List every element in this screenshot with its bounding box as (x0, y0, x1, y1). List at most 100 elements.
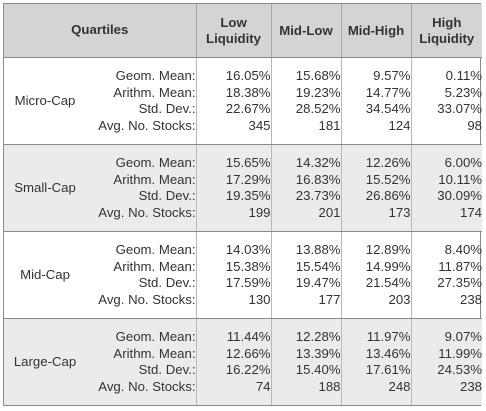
value: 34.54% (365, 101, 411, 117)
value-cell-low-liquidity: 14.03% 15.38% 17.59% 130 (195, 231, 272, 320)
value: 12.66% (225, 345, 271, 361)
row-label-small-cap: Small-Cap (4, 144, 86, 233)
value: 17.61% (365, 362, 411, 378)
value: 11.97% (366, 329, 411, 345)
value: 15.40% (295, 362, 341, 378)
value: 19.47% (295, 275, 341, 291)
group-row-small-cap: Small-Cap Geom. Mean: Arithm. Mean: Std.… (4, 144, 483, 233)
metric-label: Std. Dev.: (138, 188, 196, 204)
value: 28.52% (295, 101, 341, 117)
metric-label: Std. Dev.: (138, 101, 196, 117)
metric-label: Avg. No. Stocks: (98, 291, 196, 307)
value: 130 (248, 291, 271, 307)
value-cell-mid-high: 11.97% 13.46% 17.61% 248 (340, 318, 412, 405)
value: 98 (467, 117, 483, 133)
metric-labels: Geom. Mean: Arithm. Mean: Std. Dev.: Avg… (86, 318, 197, 405)
metric-label: Geom. Mean: (115, 242, 196, 258)
column-header-mid-high: Mid-High (340, 4, 412, 58)
value: 10.11% (438, 171, 483, 187)
value-cell-mid-low: 12.28% 13.39% 15.40% 188 (270, 318, 342, 405)
value: 248 (388, 378, 411, 394)
value: 14.32% (295, 155, 341, 171)
value: 22.67% (225, 101, 271, 117)
metric-label: Avg. No. Stocks: (98, 117, 196, 133)
value-cell-mid-high: 12.89% 14.99% 21.54% 203 (340, 231, 412, 320)
value: 26.86% (365, 188, 411, 204)
value-cell-high-liquidity: 6.00% 10.11% 30.09% 174 (410, 144, 483, 233)
column-header-line: Liquidity (419, 30, 475, 46)
metric-label: Std. Dev.: (138, 362, 196, 378)
value: 13.46% (365, 345, 411, 361)
group-row-micro-cap: Micro-Cap Geom. Mean: Arithm. Mean: Std.… (4, 57, 483, 146)
metric-label: Avg. No. Stocks: (98, 204, 196, 220)
value: 19.35% (225, 188, 271, 204)
value: 12.26% (365, 155, 411, 171)
value: 14.77% (365, 84, 411, 100)
row-label-micro-cap: Micro-Cap (4, 57, 86, 146)
value-cell-low-liquidity: 16.05% 18.38% 22.67% 345 (195, 57, 272, 146)
value: 238 (460, 291, 483, 307)
metric-label: Geom. Mean: (115, 68, 196, 84)
metric-label: Geom. Mean: (115, 329, 196, 345)
value: 15.68% (295, 68, 341, 84)
value-cell-high-liquidity: 8.40% 11.87% 27.35% 238 (410, 231, 483, 320)
value: 18.38% (225, 84, 271, 100)
value: 11.44% (226, 329, 271, 345)
row-label-large-cap: Large-Cap (4, 318, 86, 405)
value: 24.53% (437, 362, 483, 378)
value: 16.22% (225, 362, 271, 378)
value: 15.38% (225, 258, 271, 274)
column-header-line: Liquidity (206, 30, 261, 46)
value: 74 (255, 378, 271, 394)
value: 13.88% (295, 242, 341, 258)
metric-label: Arithm. Mean: (113, 345, 196, 361)
value-cell-mid-low: 13.88% 15.54% 19.47% 177 (270, 231, 342, 320)
value: 11.99% (438, 345, 483, 361)
value: 0.11% (445, 68, 483, 84)
value-cell-high-liquidity: 0.11% 5.23% 33.07% 98 (410, 57, 483, 146)
column-header-line: Mid-High (347, 22, 405, 38)
value: 201 (318, 204, 341, 220)
group-row-large-cap: Large-Cap Geom. Mean: Arithm. Mean: Std.… (4, 318, 483, 405)
value: 124 (388, 117, 411, 133)
value: 238 (460, 378, 483, 394)
row-label-mid-cap: Mid-Cap (4, 231, 86, 320)
value: 15.54% (295, 258, 341, 274)
value: 11.87% (438, 258, 483, 274)
value: 181 (318, 117, 341, 133)
value-cell-mid-low: 15.68% 19.23% 28.52% 181 (270, 57, 342, 146)
table-header-row: Quartiles Low Liquidity Mid-Low Mid-High… (4, 4, 483, 58)
value-cell-mid-high: 12.26% 15.52% 26.86% 173 (340, 144, 412, 233)
value: 16.83% (295, 171, 341, 187)
value: 9.07% (444, 329, 483, 345)
liquidity-quartiles-table-frame: Quartiles Low Liquidity Mid-Low Mid-High… (3, 3, 483, 406)
value: 174 (460, 204, 483, 220)
metric-label: Arithm. Mean: (113, 84, 196, 100)
metric-labels: Geom. Mean: Arithm. Mean: Std. Dev.: Avg… (86, 57, 197, 146)
metric-label: Avg. No. Stocks: (98, 378, 196, 394)
value-cell-high-liquidity: 9.07% 11.99% 24.53% 238 (410, 318, 483, 405)
value: 15.65% (225, 155, 271, 171)
value: 5.23% (444, 84, 483, 100)
value-cell-mid-low: 14.32% 16.83% 23.73% 201 (270, 144, 342, 233)
value: 23.73% (295, 188, 341, 204)
column-header-line: Mid-Low (279, 22, 333, 38)
value-cell-mid-high: 9.57% 14.77% 34.54% 124 (340, 57, 412, 146)
value: 16.05% (225, 68, 271, 84)
value: 203 (388, 291, 411, 307)
value: 173 (388, 204, 411, 220)
value: 14.99% (365, 258, 411, 274)
metric-label: Std. Dev.: (138, 275, 196, 291)
value: 12.28% (295, 329, 341, 345)
value: 188 (318, 378, 341, 394)
metric-label: Geom. Mean: (115, 155, 196, 171)
value: 19.23% (295, 84, 341, 100)
group-row-mid-cap: Mid-Cap Geom. Mean: Arithm. Mean: Std. D… (4, 231, 483, 320)
value: 15.52% (365, 171, 411, 187)
value: 21.54% (365, 275, 411, 291)
metric-labels: Geom. Mean: Arithm. Mean: Std. Dev.: Avg… (86, 144, 197, 233)
value: 17.59% (225, 275, 271, 291)
value: 13.39% (295, 345, 341, 361)
column-header-low-liquidity: Low Liquidity (195, 4, 272, 58)
value: 177 (318, 291, 341, 307)
